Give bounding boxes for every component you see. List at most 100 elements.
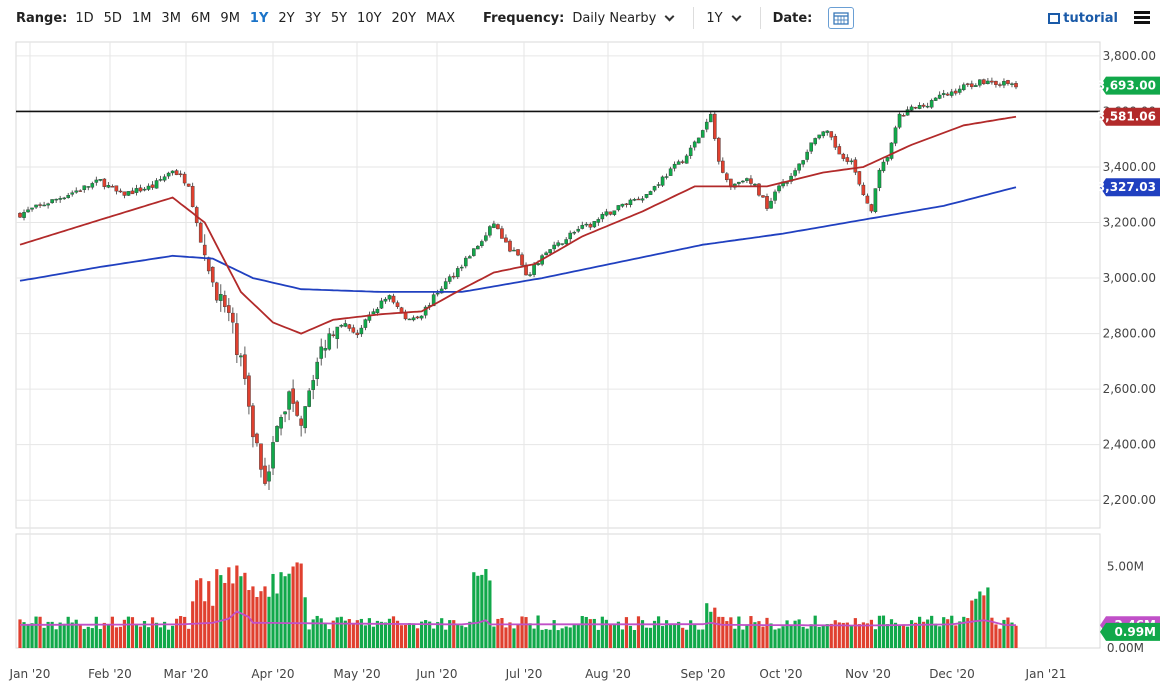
volume-bar bbox=[468, 621, 472, 648]
volume-bar bbox=[134, 623, 139, 648]
candle-body bbox=[42, 204, 46, 207]
candle-body bbox=[817, 134, 822, 139]
range-button-1d[interactable]: 1D bbox=[75, 10, 94, 26]
candle-body bbox=[291, 388, 295, 404]
candle-body bbox=[496, 224, 500, 230]
period-dropdown[interactable]: 1Y bbox=[706, 11, 747, 26]
volume-bar bbox=[978, 591, 982, 648]
candle-body bbox=[335, 326, 340, 339]
range-button-20y[interactable]: 20Y bbox=[391, 10, 417, 26]
volume-bar bbox=[403, 624, 408, 648]
candle-body bbox=[359, 327, 364, 335]
volume-bar bbox=[673, 624, 677, 648]
volume-bar bbox=[347, 619, 351, 648]
price-tick-label: 3,000.00 bbox=[1103, 271, 1156, 285]
volume-bar bbox=[179, 616, 183, 648]
range-button-5y[interactable]: 5Y bbox=[330, 10, 348, 26]
volume-bar bbox=[652, 620, 657, 648]
candle-body bbox=[219, 294, 223, 301]
candle-body bbox=[592, 221, 597, 228]
volume-bar bbox=[311, 619, 315, 648]
candle-body bbox=[616, 205, 621, 211]
range-button-1y[interactable]: 1Y bbox=[249, 10, 269, 26]
candle-body bbox=[463, 257, 468, 267]
candle-body bbox=[46, 203, 50, 206]
candle-body bbox=[472, 248, 476, 256]
candle-body bbox=[343, 323, 348, 327]
candle-body bbox=[419, 315, 424, 319]
volume-bar bbox=[436, 622, 440, 648]
candle-body bbox=[130, 190, 135, 195]
candle-body bbox=[901, 115, 906, 117]
volume-bar bbox=[664, 620, 669, 648]
candle-body bbox=[917, 105, 922, 109]
volume-bar bbox=[616, 621, 621, 648]
volume-bar bbox=[279, 572, 283, 648]
range-button-1m[interactable]: 1M bbox=[131, 10, 152, 26]
candle-body bbox=[18, 212, 22, 218]
range-button-5d[interactable]: 5D bbox=[103, 10, 122, 26]
candle-body bbox=[355, 332, 360, 336]
candle-body bbox=[383, 298, 388, 302]
range-button-3m[interactable]: 3M bbox=[161, 10, 181, 26]
last-close-tag-bg bbox=[1100, 76, 1160, 95]
candle-body bbox=[114, 185, 119, 192]
candle-body bbox=[1002, 81, 1006, 86]
volume-bar bbox=[946, 619, 950, 648]
candle-body bbox=[411, 317, 416, 321]
candle-body bbox=[889, 142, 894, 159]
month-tick-label: Sep '20 bbox=[681, 667, 726, 681]
volume-bar bbox=[548, 629, 552, 648]
month-tick-label: Nov '20 bbox=[845, 667, 891, 681]
candle-body bbox=[223, 295, 227, 307]
volume-bar bbox=[970, 600, 974, 648]
candle-body bbox=[279, 416, 283, 429]
last-volume-tag-bg bbox=[1100, 622, 1160, 641]
volume-bar bbox=[950, 615, 954, 648]
candle-body bbox=[142, 188, 147, 191]
hamburger-menu-icon[interactable] bbox=[1134, 11, 1150, 24]
tutorial-link[interactable]: tutorial bbox=[1048, 11, 1118, 26]
candle-body bbox=[982, 79, 986, 85]
candle-body bbox=[978, 79, 982, 86]
volume-bar bbox=[560, 628, 564, 648]
candle-body bbox=[58, 198, 62, 200]
range-button-6m[interactable]: 6M bbox=[190, 10, 211, 26]
range-button-2y[interactable]: 2Y bbox=[278, 10, 295, 26]
volume-bar bbox=[821, 625, 825, 648]
volume-bar bbox=[873, 629, 878, 648]
volume-bar bbox=[761, 626, 765, 648]
volume-bar bbox=[524, 617, 528, 648]
range-button-9m[interactable]: 9M bbox=[220, 10, 240, 26]
volume-bar bbox=[166, 629, 171, 648]
candle-body bbox=[198, 222, 203, 243]
volume-bar bbox=[677, 621, 681, 648]
volume-bar bbox=[865, 623, 870, 648]
range-button-max[interactable]: MAX bbox=[426, 10, 456, 26]
candle-body bbox=[821, 131, 826, 137]
calendar-button[interactable] bbox=[828, 7, 855, 29]
candle-body bbox=[801, 160, 805, 165]
frequency-dropdown[interactable]: Daily Nearby bbox=[572, 11, 681, 26]
last-close-tag-text: 3,693.00 bbox=[1097, 79, 1156, 93]
volume-bar bbox=[608, 624, 612, 648]
volume-bar bbox=[913, 622, 918, 648]
volume-bar bbox=[974, 598, 978, 648]
candle-body bbox=[745, 178, 749, 181]
volume-bar bbox=[375, 620, 380, 648]
volume-bar bbox=[219, 575, 223, 648]
candle-body bbox=[881, 161, 886, 172]
volume-bar bbox=[399, 625, 404, 648]
candle-body bbox=[82, 185, 87, 190]
volume-bar bbox=[259, 591, 263, 648]
volume-bar bbox=[118, 626, 123, 648]
volume-bar bbox=[263, 586, 267, 648]
range-button-3y[interactable]: 3Y bbox=[304, 10, 321, 26]
volume-bar bbox=[926, 619, 930, 648]
candle-body bbox=[1006, 80, 1010, 84]
volume-bar bbox=[998, 628, 1002, 648]
volume-bar bbox=[195, 580, 199, 648]
candle-body bbox=[941, 93, 946, 95]
range-button-10y[interactable]: 10Y bbox=[357, 10, 382, 26]
candle-body bbox=[150, 184, 155, 188]
